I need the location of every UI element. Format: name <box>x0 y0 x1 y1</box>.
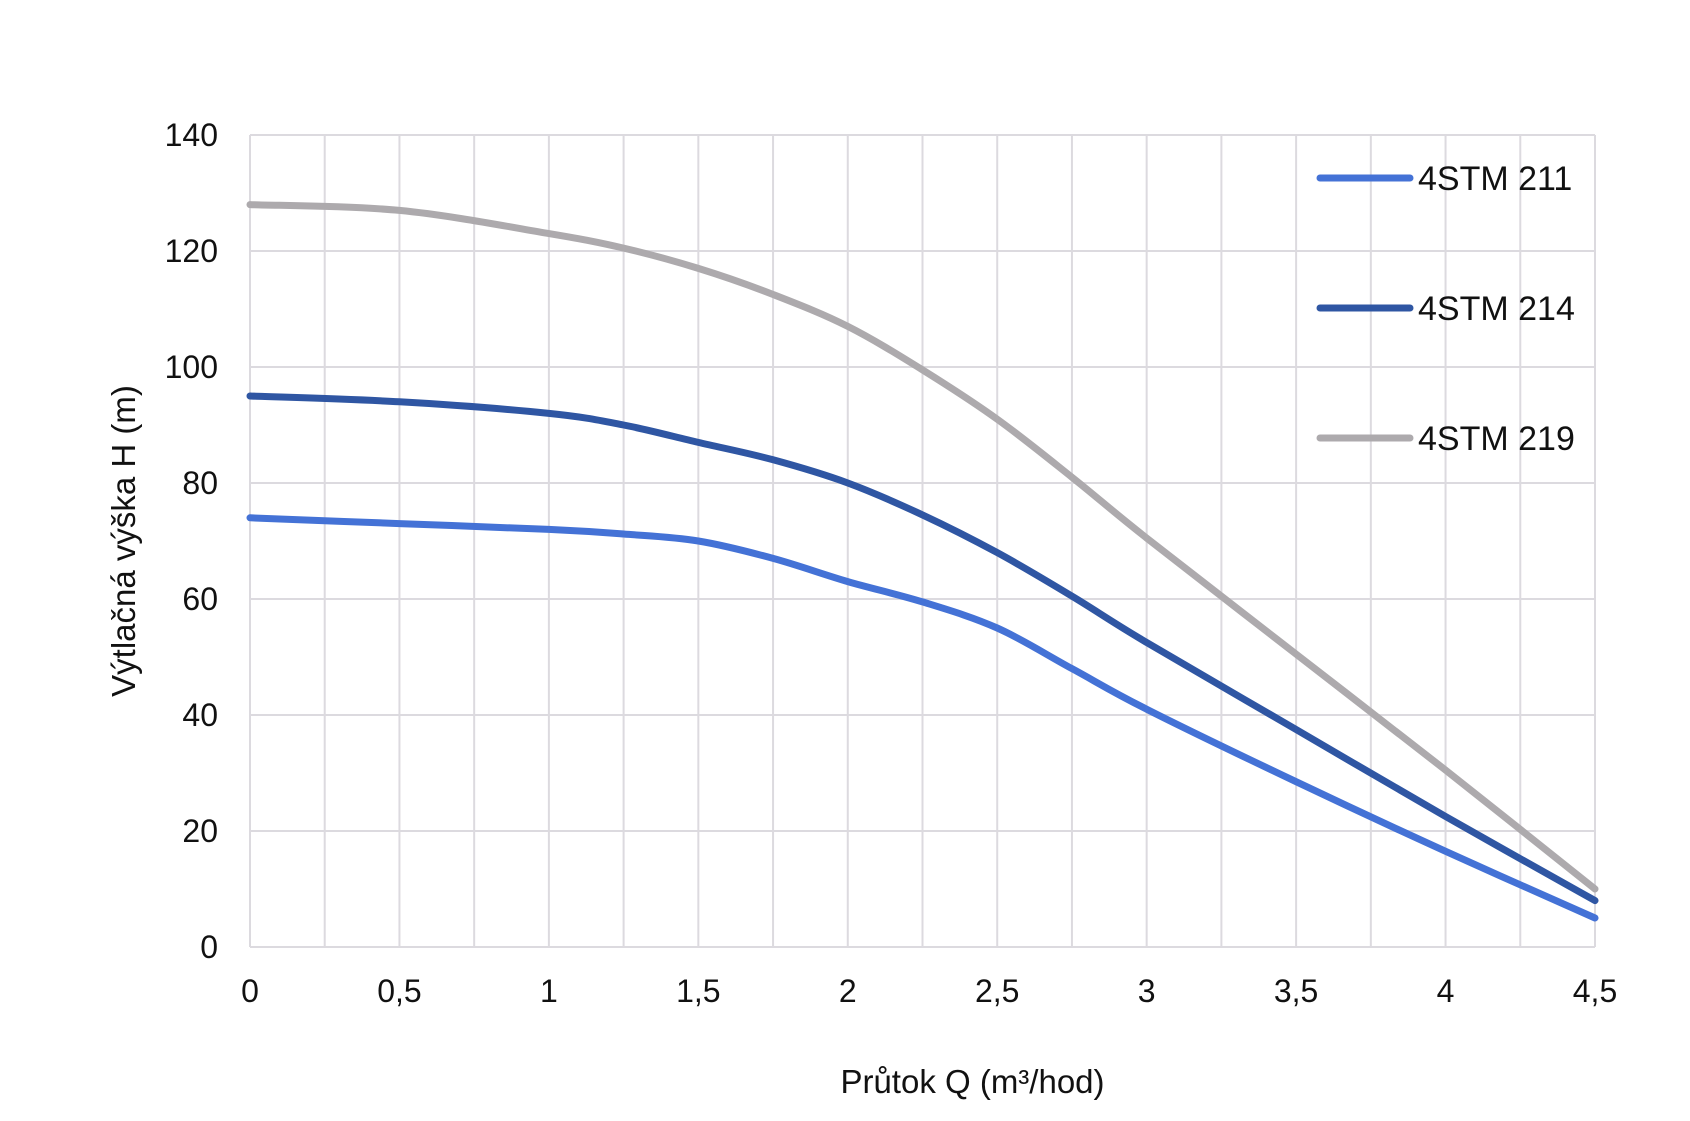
y-axis-title: Výtlačná výška H (m) <box>105 385 142 697</box>
axis-ticks: 0 0,5 1 1,5 2 2,5 3 3,5 4 4,5 0 20 40 60 80 100 120 140 <box>165 117 1618 1009</box>
legend-label: 4STM 214 <box>1418 290 1575 328</box>
series-line-1 <box>246 514 1599 922</box>
x-tick-label: 0 <box>241 973 259 1009</box>
x-tick-label: 4 <box>1437 973 1455 1009</box>
y-tick-label: 120 <box>165 233 218 269</box>
y-tick-label: 40 <box>182 697 218 733</box>
plot-series <box>246 201 1599 922</box>
x-tick-label: 2,5 <box>975 973 1019 1009</box>
x-axis-title: Průtok Q (m³/hod) <box>840 1063 1104 1100</box>
x-tick-label: 1 <box>540 973 558 1009</box>
y-tick-label: 0 <box>200 929 218 965</box>
x-tick-label: 1,5 <box>676 973 720 1009</box>
legend-label: 4STM 219 <box>1418 420 1575 458</box>
x-tick-label: 2 <box>839 973 857 1009</box>
y-tick-label: 80 <box>182 465 218 501</box>
x-tick-label: 3 <box>1138 973 1156 1009</box>
y-tick-label: 60 <box>182 581 218 617</box>
x-tick-label: 0,5 <box>377 973 421 1009</box>
series-line-3 <box>246 201 1599 893</box>
legend-label: 4STM 211 <box>1418 160 1572 198</box>
legend: 4STM 211 4STM 214 4STM 219 <box>1316 160 1575 458</box>
x-tick-label: 4,5 <box>1573 973 1617 1009</box>
x-tick-label: 3,5 <box>1274 973 1318 1009</box>
y-tick-label: 100 <box>165 349 218 385</box>
y-tick-label: 20 <box>182 813 218 849</box>
series-line-2 <box>246 392 1599 905</box>
y-tick-label: 140 <box>165 117 218 153</box>
